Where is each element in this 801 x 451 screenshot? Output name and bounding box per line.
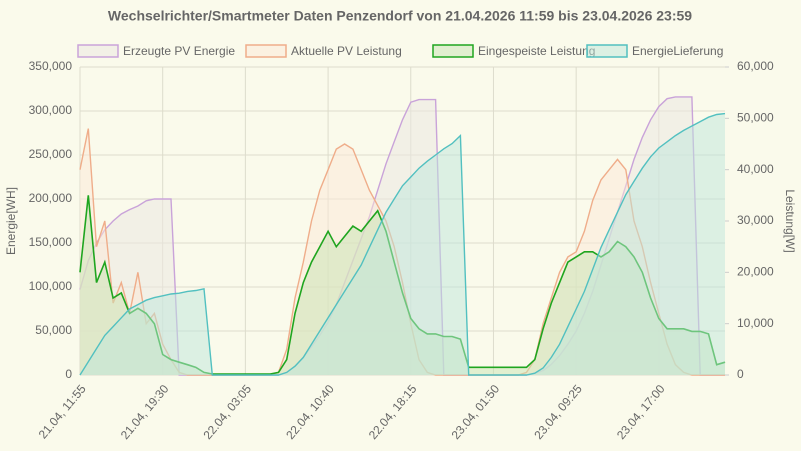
y-axis-title: Energie[WH] — [4, 187, 18, 255]
y2-axis-title: Leistung[W] — [783, 189, 797, 252]
y2-tick-label: 60,000 — [737, 59, 774, 73]
y-tick-label: 300,000 — [29, 103, 73, 117]
y-tick-label: 0 — [65, 367, 72, 381]
y-tick-label: 350,000 — [29, 59, 73, 73]
y2-tick-label: 40,000 — [737, 162, 774, 176]
legend-label: Aktuelle PV Leistung — [291, 44, 402, 58]
y2-tick-label: 0 — [737, 367, 744, 381]
chart-title: Wechselrichter/Smartmeter Daten Penzendo… — [108, 8, 692, 24]
x-tick-label: 22.04, 18:15 — [366, 382, 420, 442]
y-tick-label: 150,000 — [29, 235, 73, 249]
x-tick-label: 23.04, 17:00 — [614, 382, 668, 442]
legend-label: Erzeugte PV Energie — [123, 44, 235, 58]
y-tick-label: 250,000 — [29, 147, 73, 161]
y2-tick-label: 50,000 — [737, 111, 774, 125]
x-tick-label: 21.04, 11:55 — [36, 382, 89, 442]
x-tick-label: 22.04, 03:05 — [200, 382, 254, 442]
y-tick-label: 100,000 — [29, 279, 73, 293]
legend-swatch — [245, 44, 287, 58]
series-area — [80, 113, 725, 375]
y2-tick-label: 20,000 — [737, 265, 774, 279]
y2-tick-label: 10,000 — [737, 316, 774, 330]
y2-tick-label: 30,000 — [737, 213, 774, 227]
legend-label: Eingespeiste Leistung — [478, 44, 595, 58]
series-line — [79, 112, 726, 376]
x-tick-label: 23.04, 01:50 — [449, 382, 503, 442]
x-tick-label: 21.04, 19:30 — [118, 382, 172, 442]
y-tick-label: 200,000 — [29, 191, 73, 205]
legend-swatch — [432, 44, 474, 58]
x-tick-label: 23.04, 09:25 — [531, 382, 585, 442]
series-area — [80, 195, 725, 375]
legend-swatch — [586, 44, 628, 58]
legend-label: EnergieLieferung — [632, 44, 723, 58]
x-tick-label: 22.04, 10:40 — [283, 382, 337, 442]
legend-swatch — [77, 44, 119, 58]
y-tick-label: 50,000 — [35, 323, 72, 337]
